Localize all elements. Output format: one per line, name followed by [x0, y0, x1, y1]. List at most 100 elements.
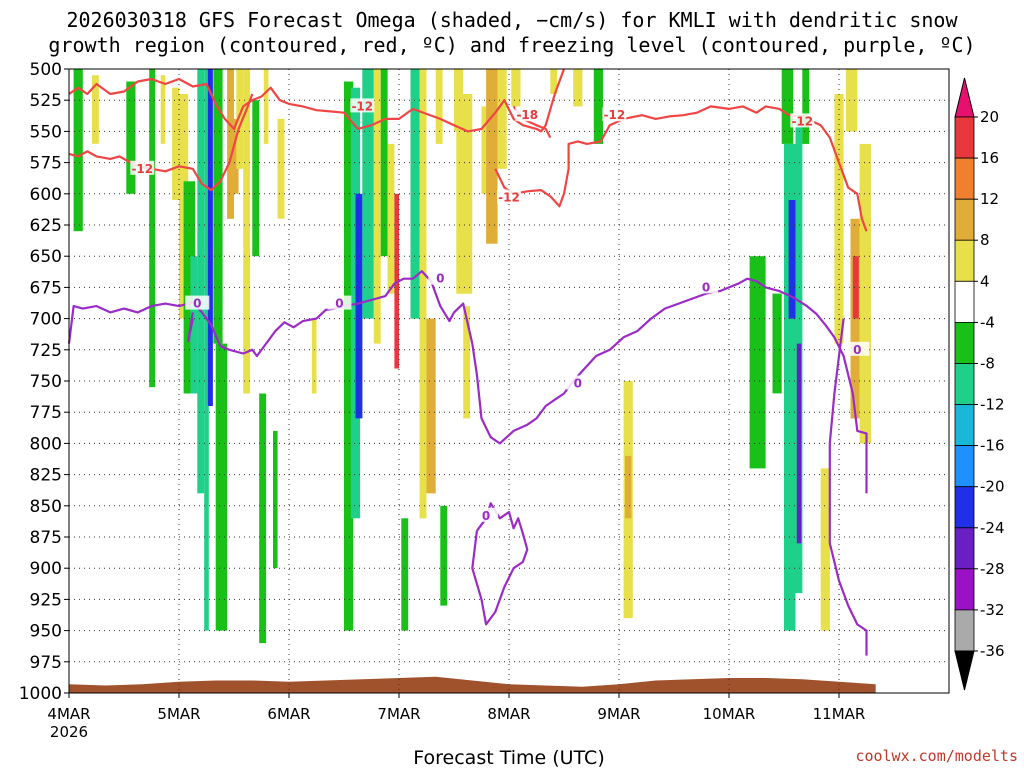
freezing-contour-label-bg-0-2 [428, 270, 453, 285]
omega-patch-49 [625, 455, 632, 519]
omega-patch-24 [344, 81, 354, 631]
dgz-contour-label-3-0: -12 [498, 191, 520, 205]
freezing-contour-label-0-2: 0 [436, 272, 444, 286]
omega-patch-37 [440, 505, 448, 606]
colorbar-label-6: -8 [980, 355, 995, 373]
omega-patch-44 [511, 69, 521, 107]
y-tick-label-925: 925 [30, 590, 62, 610]
freezing-contour-line-0 [67, 270, 868, 494]
y-tick-label-975: 975 [30, 653, 62, 673]
omega-patch-50 [749, 256, 766, 469]
y-tick-label-725: 725 [30, 341, 62, 361]
dgz-contour-label-bg-0-0 [350, 98, 375, 113]
y-tick-label-525: 525 [30, 91, 62, 111]
colorbar-label-1: 16 [980, 149, 999, 167]
freezing-contour-label-0-4: 0 [702, 280, 710, 294]
dgz-contour-label-3-1: -12 [604, 108, 626, 122]
omega-patch-43 [497, 69, 507, 169]
omega-patch-45 [550, 69, 558, 94]
y-tick-label-675: 675 [30, 278, 62, 298]
dgz-contour-label-1-0: -18 [516, 108, 538, 122]
omega-patch-19 [259, 393, 267, 644]
colorbar-top-arrow [954, 77, 975, 118]
freezing-contour-line-3 [187, 312, 194, 343]
freezing-contour-label-0-3: 0 [574, 377, 582, 391]
omega-patch-53 [784, 143, 796, 631]
x-tick-label-8MAR: 8MAR [487, 705, 530, 723]
x-tick-label-7MAR: 7MAR [377, 705, 420, 723]
freezing-contour-label-1-0: 0 [482, 509, 490, 523]
omega-patch-32 [401, 518, 409, 631]
omega-patch-3 [149, 69, 156, 388]
y-tick-label-750: 750 [30, 372, 62, 392]
y-tick-label-850: 850 [30, 497, 62, 517]
colorbar-bin-11 [954, 568, 975, 611]
y-tick-label-650: 650 [30, 247, 62, 267]
colorbar-label-12: -32 [980, 601, 1005, 619]
colorbar-label-10: -24 [980, 519, 1005, 537]
colorbar-label-11: -28 [980, 560, 1005, 578]
dgz-contour-label-bg-3-1 [602, 107, 627, 122]
y-tick-label-900: 900 [30, 559, 62, 579]
omega-patch-21 [273, 430, 278, 569]
surface-pressure-area [69, 676, 876, 693]
dgz-contour-label-3-2: -12 [791, 114, 813, 128]
y-tick-label-825: 825 [30, 466, 62, 486]
omega-patch-61 [850, 218, 860, 419]
y-tick-label-700: 700 [30, 310, 62, 330]
omega-patch-18 [252, 100, 260, 257]
freezing-contour-label-0-0: 0 [193, 297, 201, 311]
omega-patch-26 [355, 193, 363, 419]
x-tick-sublabel-year: 2026 [50, 723, 88, 741]
omega-patch-13 [215, 343, 228, 631]
y-tick-label-950: 950 [30, 622, 62, 642]
omega-patch-60 [845, 69, 858, 132]
colorbar-bin-3 [954, 239, 975, 282]
x-tick-label-9MAR: 9MAR [597, 705, 640, 723]
colorbar-bin-0 [954, 116, 975, 159]
omega-patch-4 [160, 75, 166, 144]
colorbar-label-2: 12 [980, 190, 999, 208]
dgz-contour-line-3 [494, 105, 868, 232]
omega-patch-28 [373, 69, 381, 344]
freezing-contour-label-bg-0-5 [845, 341, 870, 356]
omega-patch-58 [820, 468, 830, 631]
omega-patch-40 [463, 306, 471, 419]
y-tick-label-625: 625 [30, 216, 62, 236]
colorbar-label-0: 20 [980, 108, 999, 126]
omega-patch-35 [426, 318, 436, 494]
colorbar-label-5: -4 [980, 313, 995, 331]
colorbar: 20 16 12 8 4 -4 -8 -12 -16 -20 -24 -28 -32 -36 [954, 77, 1005, 691]
x-tick-label-6MAR: 6MAR [267, 705, 310, 723]
dgz-contour-label-bg-1-0 [515, 107, 540, 122]
chart-title-line-2: growth region (contoured, red, ºC) and f… [48, 33, 975, 57]
x-tick-label-10MAR: 10MAR [703, 705, 756, 723]
omega-patch-27 [362, 69, 374, 319]
credit-link[interactable]: coolwx.com/modelts [855, 747, 1018, 765]
omega-patch-46 [573, 69, 583, 107]
dgz-contour-label-bg-2-0 [130, 160, 155, 175]
omega-shading [73, 69, 872, 644]
dgz-contours: -12 -18 -12 -12 -12 -12 [68, 68, 868, 232]
x-tick-label-11MAR: 11MAR [813, 705, 866, 723]
freezing-contour-label-bg-0-3 [565, 375, 590, 390]
colorbar-bin-10 [954, 527, 975, 570]
omega-patch-63 [859, 143, 872, 444]
omega-patch-62 [852, 256, 859, 319]
y-tick-label-875: 875 [30, 528, 62, 548]
omega-patch-10 [204, 69, 209, 631]
colorbar-label-4: 4 [980, 272, 990, 290]
colorbar-label-9: -20 [980, 478, 1005, 496]
y-axis: 500 525 550 575 600 625 650 675 700 725 750 775 800 8… [19, 60, 69, 704]
omega-patch-22 [277, 118, 285, 219]
omega-patch-59 [834, 94, 844, 344]
grid-lines [68, 69, 949, 693]
freezing-contour-label-bg-0-0 [185, 295, 210, 310]
colorbar-bin-12 [954, 609, 975, 652]
colorbar-bin-9 [954, 486, 975, 529]
x-axis-label: Forecast Time (UTC) [413, 747, 604, 768]
dgz-contour-line-2 [68, 93, 254, 192]
freezing-contour-label-bg-0-1 [327, 295, 352, 310]
